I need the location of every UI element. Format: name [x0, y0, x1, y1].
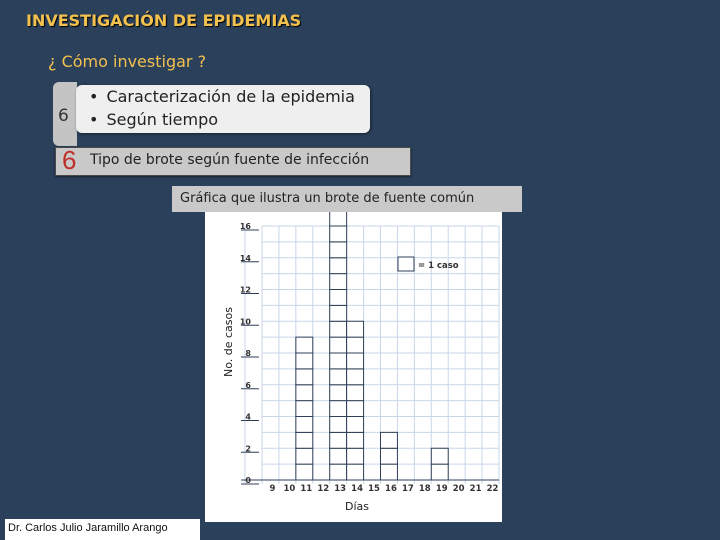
y-tick-label: 10: [240, 317, 252, 326]
bar-unit-case: [380, 463, 398, 481]
legend-swatch: [397, 256, 415, 272]
bar-unit-case: [295, 368, 314, 386]
bar-unit-case: [329, 320, 348, 338]
author-box: Dr. Carlos Julio Jaramillo Arango: [5, 519, 200, 540]
epidemic-chart: 0 2 4 6 8 10 12 14 16 9 10 11 12 13 14 15 16 17 18 19 20 21 22…: [222, 212, 500, 513]
y-tick-label: 4: [245, 413, 251, 422]
bar-unit-case: [380, 431, 398, 449]
x-tick-label: 13: [334, 484, 346, 494]
bullet-item-1: Caracterización de la epidemia: [89, 87, 354, 106]
y-tick-label: 14: [240, 254, 252, 263]
slide-subtitle: ¿ Cómo investigar ?: [48, 52, 207, 71]
x-tick-label: 21: [470, 484, 482, 494]
sub-step-bar: 6 Tipo de brote según fuente de infecció…: [55, 145, 411, 176]
bar-unit-case: [295, 384, 314, 402]
bar-unit-case: [346, 384, 365, 402]
x-tick-label: 12: [317, 484, 329, 494]
author-name: Dr. Carlos Julio Jaramillo Arango: [8, 522, 168, 534]
bar-unit-case: [346, 320, 365, 338]
bullet-item-2: Según tiempo: [89, 110, 218, 129]
chart-xlabel: Días: [345, 500, 369, 513]
bar-unit-case: [295, 463, 314, 481]
bar-unit-case: [329, 368, 348, 386]
y-tick-label: 2: [245, 444, 251, 453]
x-tick-label: 11: [300, 484, 312, 494]
y-tick-label: 0: [245, 476, 251, 485]
bar-unit-case: [346, 416, 365, 433]
x-tick-label: 15: [368, 484, 380, 494]
bar-unit-case: [329, 352, 348, 370]
legend-label: = 1 caso: [418, 261, 459, 271]
bar-unit-case: [329, 447, 348, 465]
bar-unit-case: [430, 463, 449, 481]
bullet-box: Caracterización de la epidemia Según tie…: [76, 85, 370, 133]
chart-caption: Gráfica que ilustra un brote de fuente c…: [180, 191, 475, 206]
chart-caption-box: Gráfica que ilustra un brote de fuente c…: [172, 186, 522, 212]
bar-unit-case: [329, 241, 348, 259]
bar-unit-case: [295, 447, 314, 465]
slide-title: INVESTIGACIÓN DE EPIDEMIAS: [26, 11, 302, 30]
bar-unit-case: [295, 431, 314, 449]
sub-step-text: Tipo de brote según fuente de infección: [90, 152, 370, 168]
x-tick-label: 18: [419, 484, 431, 494]
bar-unit-case: [346, 431, 365, 449]
sub-step-number: 6: [62, 145, 77, 175]
y-tick-label: 12: [240, 286, 251, 295]
x-tick-label: 20: [453, 484, 465, 494]
y-tick-label: 16: [240, 222, 252, 231]
step-number-tab: [53, 82, 77, 146]
bar-unit-case: [346, 463, 365, 481]
bar-unit-case: [346, 400, 365, 417]
bar-unit-case: [329, 212, 348, 227]
chart-ylabel: No. de casos: [222, 307, 235, 377]
bar-unit-case: [295, 352, 314, 370]
x-tick-label: 16: [385, 484, 397, 494]
bar-unit-case: [430, 447, 449, 465]
bar-unit-case: [380, 447, 398, 465]
bar-unit-case: [329, 336, 348, 354]
y-tick-label: 8: [245, 349, 251, 358]
x-tick-label: 22: [487, 484, 499, 494]
bar-unit-case: [329, 431, 348, 449]
bar-unit-case: [346, 352, 365, 370]
bar-unit-case: [346, 447, 365, 465]
x-tick-label: 17: [402, 484, 414, 494]
bar-unit-case: [329, 304, 348, 322]
bar-unit-case: [329, 400, 348, 417]
bar-unit-case: [329, 416, 348, 433]
bar-unit-case: [329, 273, 348, 290]
step-number: 6: [58, 106, 69, 126]
x-tick-label: 14: [351, 484, 363, 494]
bar-unit-case: [329, 257, 348, 275]
bar-unit-case: [295, 400, 314, 417]
bar-unit-case: [329, 289, 348, 306]
bar-unit-case: [346, 336, 365, 354]
y-tick-label: 6: [245, 381, 251, 390]
bar-unit-case: [329, 463, 348, 481]
bar-unit-case: [329, 225, 348, 243]
x-tick-label: 19: [436, 484, 448, 494]
x-tick-label: 9: [270, 484, 276, 494]
x-tick-label: 10: [283, 484, 295, 494]
bar-unit-case: [346, 368, 365, 386]
bar-unit-case: [295, 336, 314, 354]
bar-unit-case: [295, 416, 314, 433]
bar-unit-case: [329, 384, 348, 402]
